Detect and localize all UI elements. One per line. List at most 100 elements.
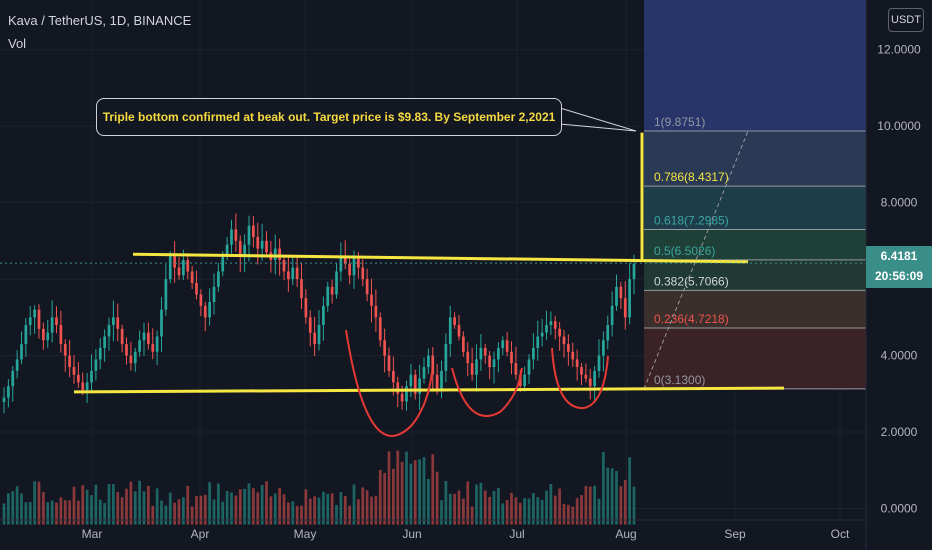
- volume-bar: [46, 502, 50, 525]
- y-tick-label: 10.0000: [877, 119, 921, 133]
- volume-bar: [295, 505, 299, 525]
- volume-bar: [374, 495, 378, 525]
- candle-body: [567, 344, 570, 352]
- last-price-tag: 6.4181 20:56:09: [866, 246, 932, 288]
- x-tick-label: Jul: [509, 527, 524, 541]
- candle-body: [291, 267, 295, 280]
- candle-body: [619, 286, 623, 299]
- y-tick-label: 2.0000: [881, 425, 918, 439]
- candle-body: [160, 309, 163, 337]
- candle-body: [343, 256, 347, 264]
- annotation-callout[interactable]: Triple bottom confirmed at beak out. Tar…: [96, 98, 562, 136]
- candle-body: [440, 370, 443, 390]
- candle-body: [378, 317, 382, 341]
- volume-bar: [588, 486, 592, 525]
- candle-body: [46, 332, 50, 341]
- candle-body: [628, 279, 631, 318]
- last-price: 6.4181: [880, 249, 918, 263]
- volume-bar: [448, 493, 452, 525]
- volume-bar: [431, 454, 435, 525]
- volume-bar: [151, 505, 155, 525]
- volume-bar: [435, 471, 439, 525]
- volume-bar: [343, 496, 347, 525]
- volume-bar: [116, 492, 120, 525]
- volume-bar: [335, 504, 338, 525]
- volume-bar: [370, 496, 373, 525]
- volume-bar: [68, 500, 71, 525]
- volume-bar: [562, 503, 566, 525]
- volume-bar: [81, 485, 85, 525]
- candle-body: [413, 374, 417, 394]
- candle-body: [523, 374, 526, 387]
- volume-bar: [173, 502, 176, 525]
- candle-body: [422, 367, 426, 379]
- fib-level-label: 0(3.1300): [654, 373, 705, 387]
- volume-bar: [269, 496, 273, 525]
- candle-body: [190, 271, 194, 283]
- candle-body: [357, 256, 360, 268]
- candle-body: [28, 317, 32, 325]
- volume-bar: [378, 470, 382, 525]
- fib-zone: [644, 259, 866, 291]
- candle-body: [383, 340, 386, 356]
- volume-bar: [203, 494, 207, 525]
- candle-body: [448, 317, 452, 345]
- volume-bar: [383, 473, 386, 525]
- candle-body: [326, 286, 330, 306]
- candle-body: [597, 355, 601, 371]
- y-tick-label: 8.0000: [881, 196, 918, 210]
- candle-body: [304, 298, 308, 318]
- candle-body: [243, 244, 246, 257]
- candle-body: [90, 370, 93, 383]
- candle-body: [173, 256, 176, 268]
- candle-body: [588, 378, 592, 387]
- candle-body: [348, 263, 351, 276]
- candle-body: [418, 378, 421, 394]
- volume-bar: [24, 502, 28, 525]
- volume-bar: [129, 481, 133, 525]
- candle-body: [147, 332, 150, 345]
- candle-body: [527, 359, 531, 375]
- candle-body: [208, 302, 211, 318]
- volume-bar: [492, 491, 496, 525]
- candle-body: [98, 347, 102, 360]
- drawings: [0, 107, 866, 437]
- candle-body: [606, 325, 610, 341]
- candle-body: [24, 325, 28, 345]
- symbol-title: Kava / TetherUS, 1D, BINANCE: [8, 13, 192, 28]
- volume-bar: [330, 493, 334, 525]
- candle-body: [85, 382, 89, 390]
- candle-body: [203, 305, 207, 318]
- volume-bar: [440, 500, 443, 525]
- volume-label: Vol: [8, 36, 27, 51]
- volume-bar: [352, 484, 356, 525]
- volume-bar: [260, 484, 264, 525]
- volume-bar: [98, 499, 102, 525]
- candle-body: [129, 355, 133, 364]
- candle-body: [278, 248, 281, 260]
- candle-body: [247, 225, 251, 245]
- volume-bar: [462, 498, 465, 525]
- candle-body: [571, 351, 575, 360]
- candle-body: [103, 336, 106, 348]
- volume-bar: [217, 483, 220, 525]
- volume-bar: [72, 486, 76, 525]
- volume-bar: [50, 500, 54, 525]
- candle-body: [313, 332, 316, 345]
- volume-bar: [42, 492, 45, 525]
- volume-bar: [510, 492, 513, 525]
- candle-body: [212, 286, 216, 303]
- candle-body: [396, 382, 400, 394]
- volume-bar: [418, 459, 421, 525]
- currency-button[interactable]: USDT: [888, 8, 924, 32]
- volume-bar: [567, 504, 570, 525]
- candle-body: [602, 340, 605, 356]
- volume-bar: [505, 499, 509, 525]
- volume-bar: [457, 490, 461, 525]
- candle-body: [615, 286, 618, 306]
- candle-body: [453, 317, 456, 325]
- volume-bar: [479, 482, 483, 525]
- candle-body: [330, 286, 334, 295]
